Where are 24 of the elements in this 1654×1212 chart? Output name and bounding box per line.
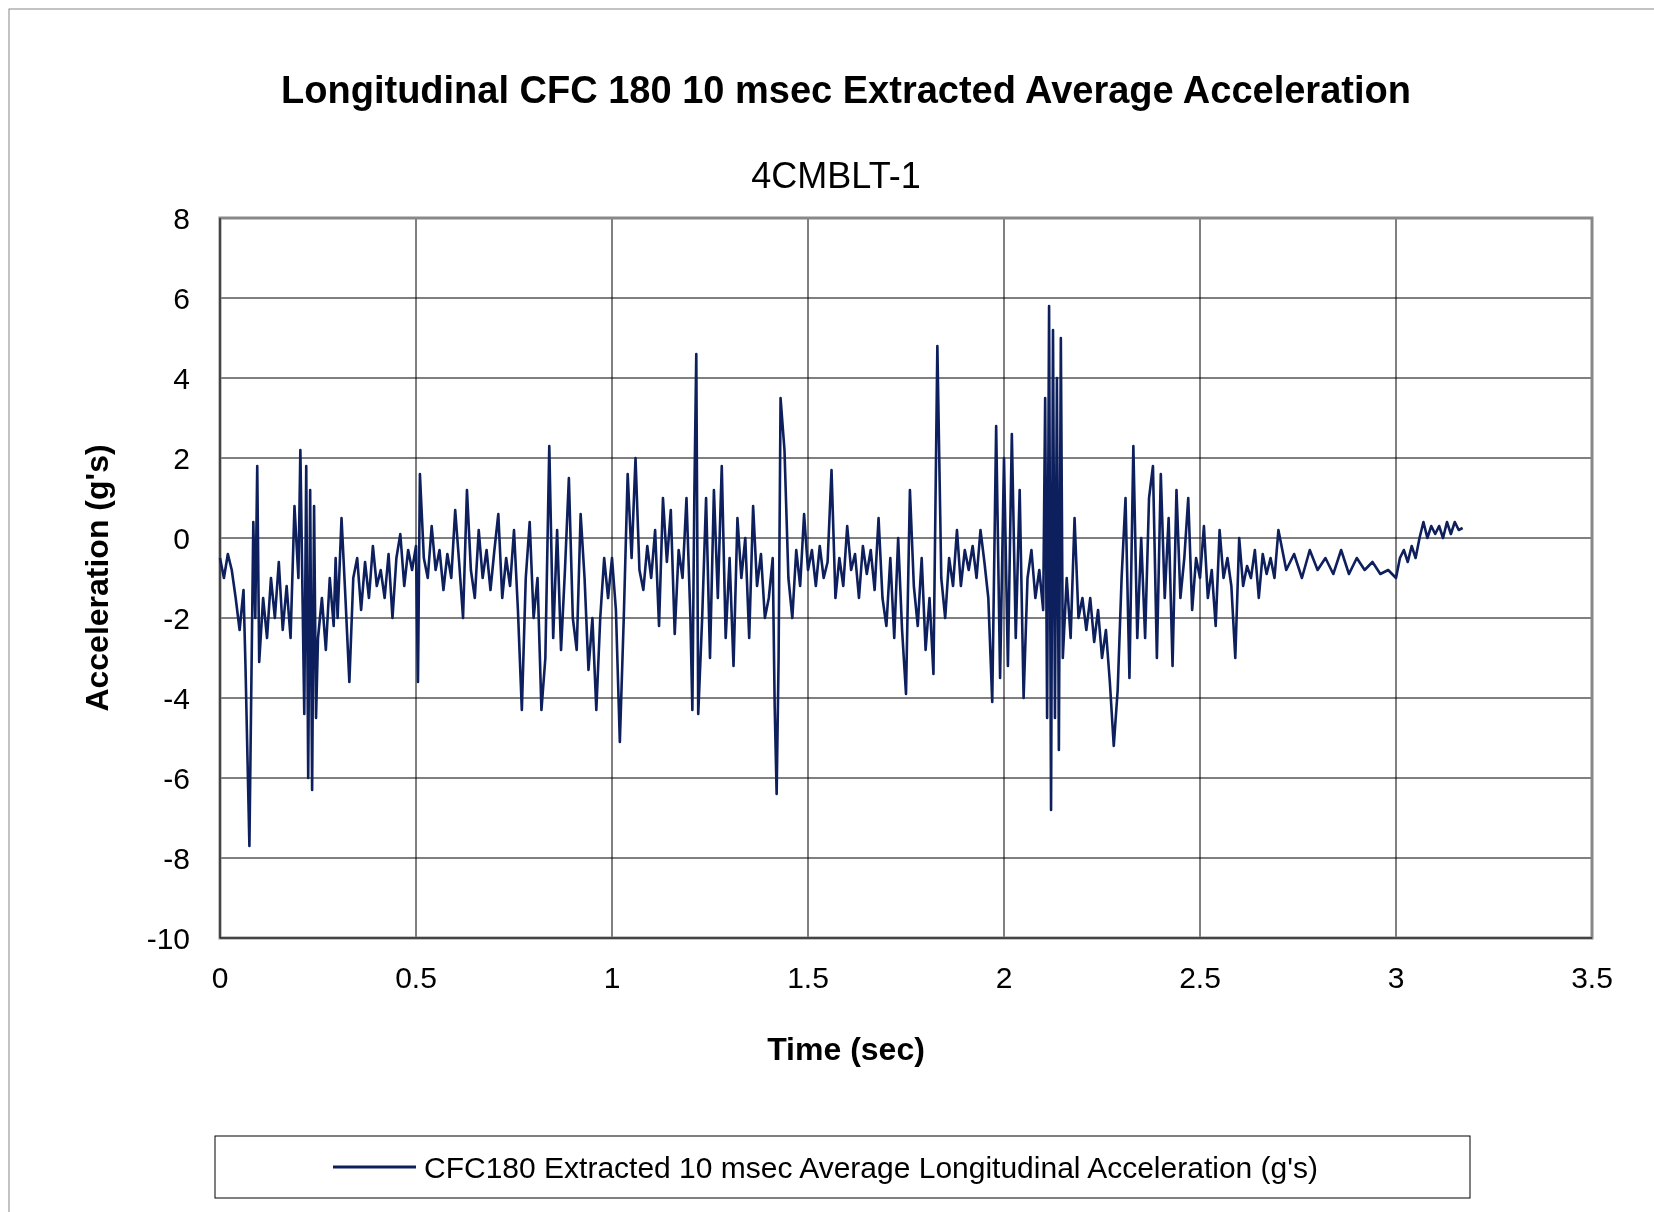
- x-tick-label: 3.5: [1571, 961, 1613, 994]
- legend-label: CFC180 Extracted 10 msec Average Longitudinal Acceleration (g's): [424, 1150, 1318, 1184]
- x-tick-label: 3: [1387, 961, 1405, 994]
- y-tick-label: 8: [173, 201, 190, 235]
- x-tick-label: 1.5: [787, 961, 829, 994]
- y-tick-label: 2: [173, 441, 190, 475]
- chart-title: Longitudinal CFC 180 10 msec Extracted Average Acceleration: [281, 69, 1411, 111]
- y-tick-label: 6: [173, 281, 190, 315]
- chart-subtitle: 4CMBLT-1: [751, 155, 921, 196]
- x-tick-label: 2: [995, 961, 1013, 994]
- x-tick-label: 0.5: [395, 961, 437, 994]
- y-tick-label: -8: [163, 841, 190, 875]
- x-tick-label: 1: [603, 961, 621, 994]
- y-tick-label: 0: [173, 521, 190, 555]
- line-series: [218, 304, 1464, 848]
- y-tick-label: 4: [173, 361, 190, 395]
- y-tick-label: -4: [163, 681, 190, 715]
- y-tick-label: -10: [146, 921, 190, 955]
- x-tick-label: 0: [211, 961, 229, 994]
- y-axis-title: Acceleration (g's): [79, 444, 115, 712]
- y-tick-label: -6: [163, 761, 190, 795]
- x-axis-title: Time (sec): [767, 1031, 925, 1067]
- y-tick-label: -2: [163, 601, 190, 635]
- x-tick-label: 2.5: [1179, 961, 1221, 994]
